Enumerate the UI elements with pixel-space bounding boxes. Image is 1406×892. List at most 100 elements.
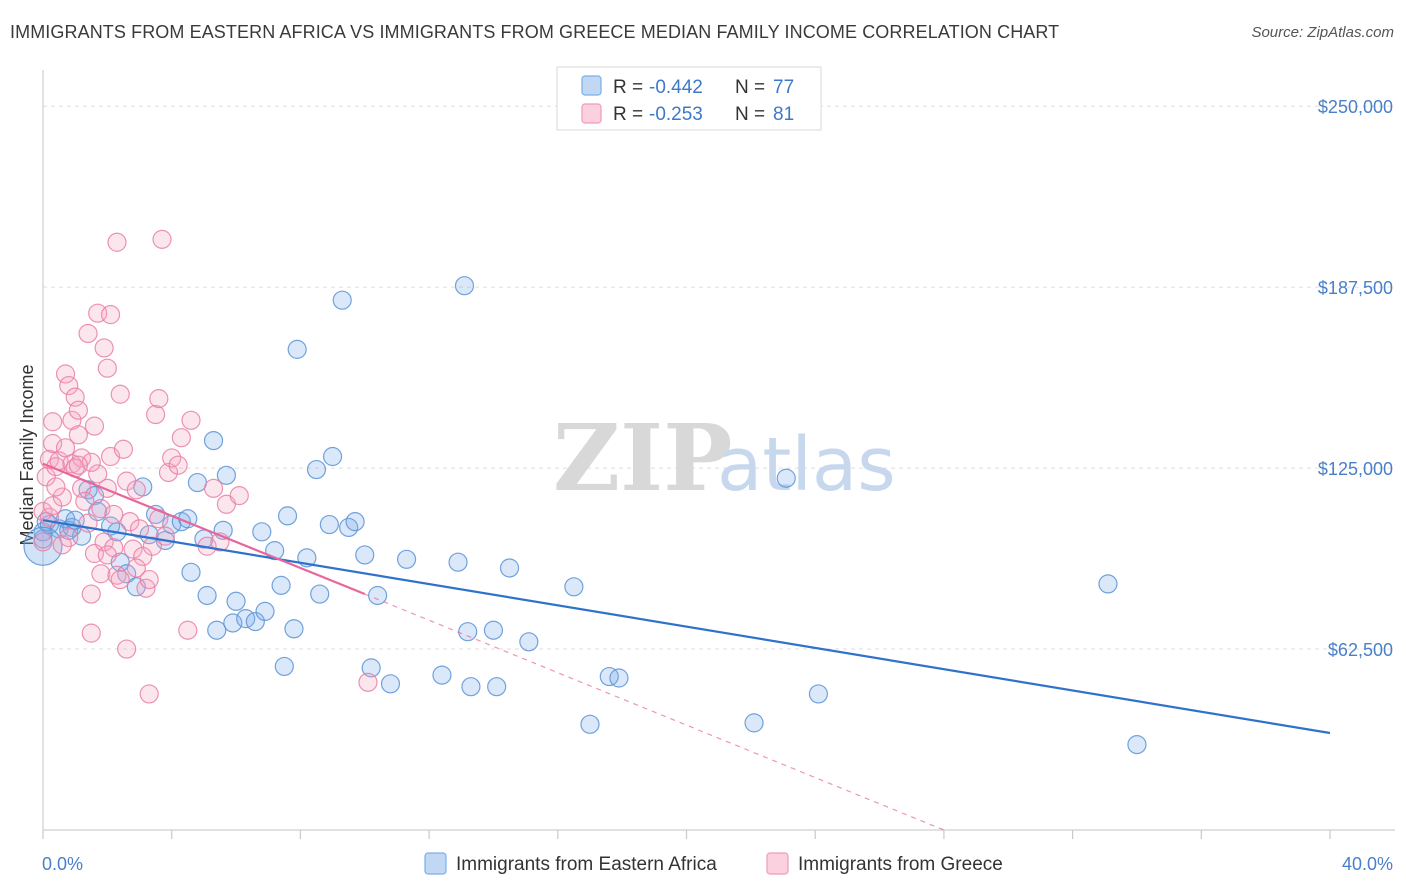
greece-point (33, 532, 53, 552)
greece-point (126, 480, 146, 500)
legend-n-value-0: 77 (773, 77, 794, 98)
legend-swatch-greece (581, 103, 602, 124)
eastern-africa-point (1098, 574, 1118, 594)
grid-lines (43, 105, 1395, 650)
eastern-africa-point (461, 677, 481, 697)
eastern-africa-point (483, 620, 504, 640)
eastern-africa-point (274, 656, 294, 677)
greece-point (68, 400, 88, 420)
greece-point (59, 527, 79, 548)
x-tick-marks (42, 830, 1331, 839)
eastern-africa-point (187, 472, 208, 493)
legend-n-value-1: 81 (773, 104, 794, 125)
legend-n-label-1: N = (735, 104, 765, 125)
y-axis-label: Median Family Income (17, 364, 37, 545)
eastern-africa-point (564, 577, 584, 597)
legend-top: R = -0.442 N = 77 R = -0.253 N = 81 (556, 66, 822, 131)
greece-point (229, 486, 249, 506)
y-tick-label-3: $250,000 (1318, 97, 1393, 117)
greece-point (181, 410, 201, 430)
greece-point (110, 569, 130, 590)
eastern-africa-point (203, 430, 224, 451)
greece-point (97, 478, 117, 498)
source-label: Source: ZipAtlas.com (1251, 24, 1394, 41)
greece-point (158, 462, 179, 483)
eastern-africa-point (1127, 734, 1147, 755)
greece-point (120, 512, 140, 532)
eastern-africa-point (519, 632, 539, 652)
greece-point (126, 558, 146, 578)
bottom-legend-swatch-eastern-africa (424, 852, 447, 875)
greece-point (43, 433, 63, 454)
greece-point (94, 338, 114, 358)
eastern-africa-point (609, 668, 629, 688)
watermark: ZIP atlas (553, 404, 896, 512)
trend-line-greece-extension (364, 593, 945, 831)
greece-point (168, 455, 188, 475)
greece-point (117, 639, 137, 659)
y-tick-labels: $62,500 $125,000 $187,500 $250,000 (1318, 97, 1393, 660)
legend-r-value-0: -0.442 (649, 77, 703, 98)
greece-point (171, 428, 191, 448)
eastern-africa-point (306, 459, 327, 480)
legend-bottom: Immigrants from Eastern Africa Immigrant… (424, 852, 1003, 875)
legend-r-label-0: R = (613, 77, 643, 98)
greece-point (149, 389, 169, 409)
greece-point (43, 412, 63, 432)
eastern-africa-point (580, 714, 600, 734)
greece-point (81, 623, 101, 643)
watermark-atlas: atlas (717, 422, 896, 508)
eastern-africa-point (277, 506, 298, 526)
greece-point (88, 464, 108, 484)
legend-n-label-0: N = (735, 77, 765, 98)
eastern-africa-point (226, 591, 246, 611)
greece-point (146, 404, 166, 425)
eastern-africa-point (319, 514, 339, 535)
greece-point (133, 546, 153, 567)
greece-point (75, 491, 95, 511)
bottom-legend-swatch-greece (766, 852, 789, 875)
y-tick-label-0: $62,500 (1328, 640, 1393, 660)
greece-point (123, 539, 143, 559)
eastern-africa-point (361, 658, 381, 678)
eastern-africa-point (216, 465, 236, 485)
eastern-africa-point (310, 584, 330, 604)
eastern-africa-point (380, 674, 401, 694)
eastern-africa-point (223, 613, 243, 633)
chart-title: IMMIGRANTS FROM EASTERN AFRICA VS IMMIGR… (10, 22, 1060, 42)
eastern-africa-point (396, 549, 417, 569)
trend-lines (42, 462, 1331, 831)
legend-r-value-1: -0.253 (649, 104, 703, 125)
eastern-africa-point (181, 562, 201, 582)
series-eastern-africa-points (23, 276, 1147, 755)
greece-point (84, 416, 105, 436)
x-tick-label-max: 40.0% (1342, 854, 1393, 874)
legend-swatch-eastern-africa (581, 75, 602, 96)
greece-point (110, 384, 130, 404)
greece-point (358, 672, 378, 692)
legend-r-label-1: R = (613, 104, 643, 125)
greece-point (43, 496, 63, 516)
eastern-africa-point (599, 666, 619, 687)
eastern-africa-point (776, 468, 796, 488)
series-greece-points (33, 229, 378, 704)
greece-point (97, 358, 117, 378)
greece-point (91, 564, 111, 584)
greece-point (55, 364, 76, 384)
eastern-africa-point (458, 622, 478, 642)
eastern-africa-point (284, 619, 304, 639)
greece-point (81, 584, 101, 604)
eastern-africa-point (345, 512, 365, 532)
eastern-africa-point (23, 526, 63, 566)
greece-point (78, 323, 98, 344)
greece-point (129, 519, 150, 539)
eastern-africa-point (197, 585, 217, 606)
eastern-africa-point (287, 339, 307, 359)
greece-point (178, 620, 198, 640)
greece-point (104, 504, 124, 525)
greece-point (203, 478, 224, 498)
eastern-africa-point (448, 552, 468, 572)
greece-point (68, 455, 88, 475)
greece-point (68, 425, 88, 445)
